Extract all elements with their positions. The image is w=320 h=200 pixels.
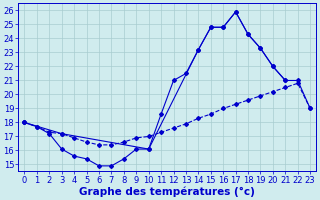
X-axis label: Graphe des températures (°c): Graphe des températures (°c) <box>79 186 255 197</box>
